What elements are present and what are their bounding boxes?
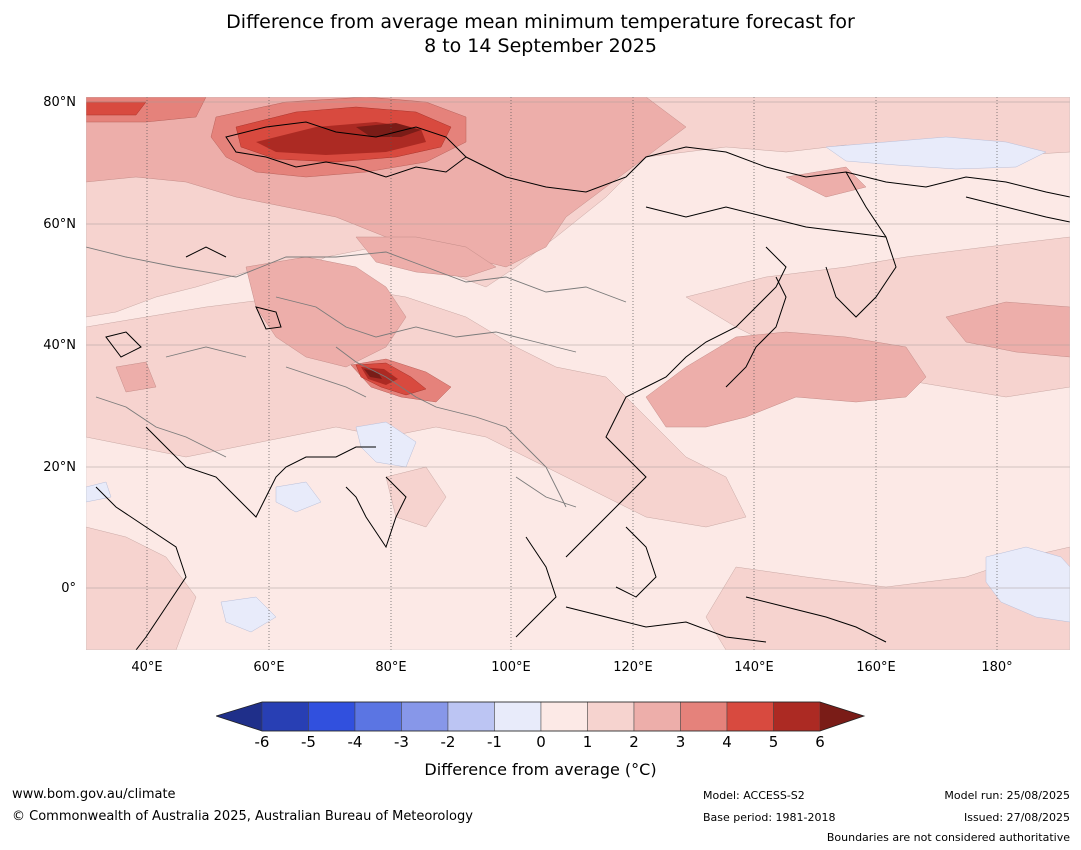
colorbar-cell (308, 701, 356, 732)
temperature-anomaly-map (86, 97, 1070, 650)
colorbar-cell (587, 701, 635, 732)
colorbar-arrow-below (216, 702, 262, 731)
lat-label-60n: 60°N (43, 217, 76, 232)
colorbar-cell (540, 701, 588, 732)
colorbar-tick-label: -5 (301, 733, 316, 751)
colorbar-tick-label: 4 (722, 733, 732, 751)
footer-disclaimer: Boundaries are not considered authoritat… (826, 831, 1070, 844)
colorbar-cell (773, 701, 821, 732)
colorbar-tick-label: 6 (815, 733, 825, 751)
colorbar-tick-label: 2 (629, 733, 639, 751)
lon-label-80e: 80°E (375, 660, 407, 675)
colorbar-cell (447, 701, 495, 732)
map-panel (86, 97, 1070, 650)
lon-label-60e: 60°E (253, 660, 285, 675)
lon-label-160e: 160°E (856, 660, 896, 675)
colorbar-cells (261, 701, 821, 732)
lat-label-80n: 80°N (43, 95, 76, 110)
colorbar-tick-label: -2 (440, 733, 456, 751)
colorbar-cell (726, 701, 774, 732)
footer-issued: Issued: 27/08/2025 (963, 811, 1070, 824)
colorbar-tick-label: 3 (675, 733, 686, 751)
colorbar-tick-label: -3 (394, 733, 409, 751)
anomaly-band-above-6 (356, 123, 421, 379)
title-line-2: 8 to 14 September 2025 (424, 35, 657, 57)
colorbar-tick-label: 0 (536, 733, 546, 751)
lon-label-100e: 100°E (491, 660, 531, 675)
country-boundaries (86, 246, 627, 508)
graticule-parallels (86, 101, 1070, 589)
lon-label-40e: 40°E (131, 660, 163, 675)
footer-model-run: Model run: 25/08/2025 (944, 789, 1070, 802)
colorbar-tick-label: -4 (347, 733, 363, 751)
lon-label-120e: 120°E (613, 660, 653, 675)
footer-base-period: Base period: 1981-2018 (703, 811, 836, 824)
colorbar-arrow-above (820, 702, 864, 731)
graticule-meridians (146, 97, 998, 650)
colorbar-cell (494, 701, 542, 732)
footer-model: Model: ACCESS-S2 (703, 789, 805, 802)
lon-label-140e: 140°E (734, 660, 774, 675)
lat-label-20n: 20°N (43, 460, 76, 475)
colorbar-tick-label: -6 (254, 733, 270, 751)
lat-label-40n: 40°N (43, 338, 76, 353)
colorbar (216, 701, 866, 732)
footer-url: www.bom.gov.au/climate (12, 787, 176, 802)
colorbar-tick-label: -1 (487, 733, 502, 751)
colorbar-cell (401, 701, 449, 732)
colorbar-cell (354, 701, 402, 732)
colorbar-cell (261, 701, 309, 732)
colorbar-tick-label: 5 (768, 733, 779, 751)
colorbar-tick-label: 1 (582, 733, 593, 751)
coastlines (95, 121, 1070, 650)
footer-copyright: © Commonwealth of Australia 2025, Austra… (12, 809, 473, 824)
anomaly-band-minus1-0 (86, 136, 1070, 633)
colorbar-outline (216, 701, 866, 732)
lat-label-equator: 0° (61, 581, 76, 596)
colorbar-cell (633, 701, 681, 732)
colorbar-cell (680, 701, 728, 732)
title-line-1: Difference from average mean minimum tem… (226, 11, 855, 33)
map-title: Difference from average mean minimum tem… (0, 10, 1081, 58)
colorbar-label: Difference from average (°C) (424, 760, 657, 779)
lon-label-180: 180° (981, 660, 1013, 675)
